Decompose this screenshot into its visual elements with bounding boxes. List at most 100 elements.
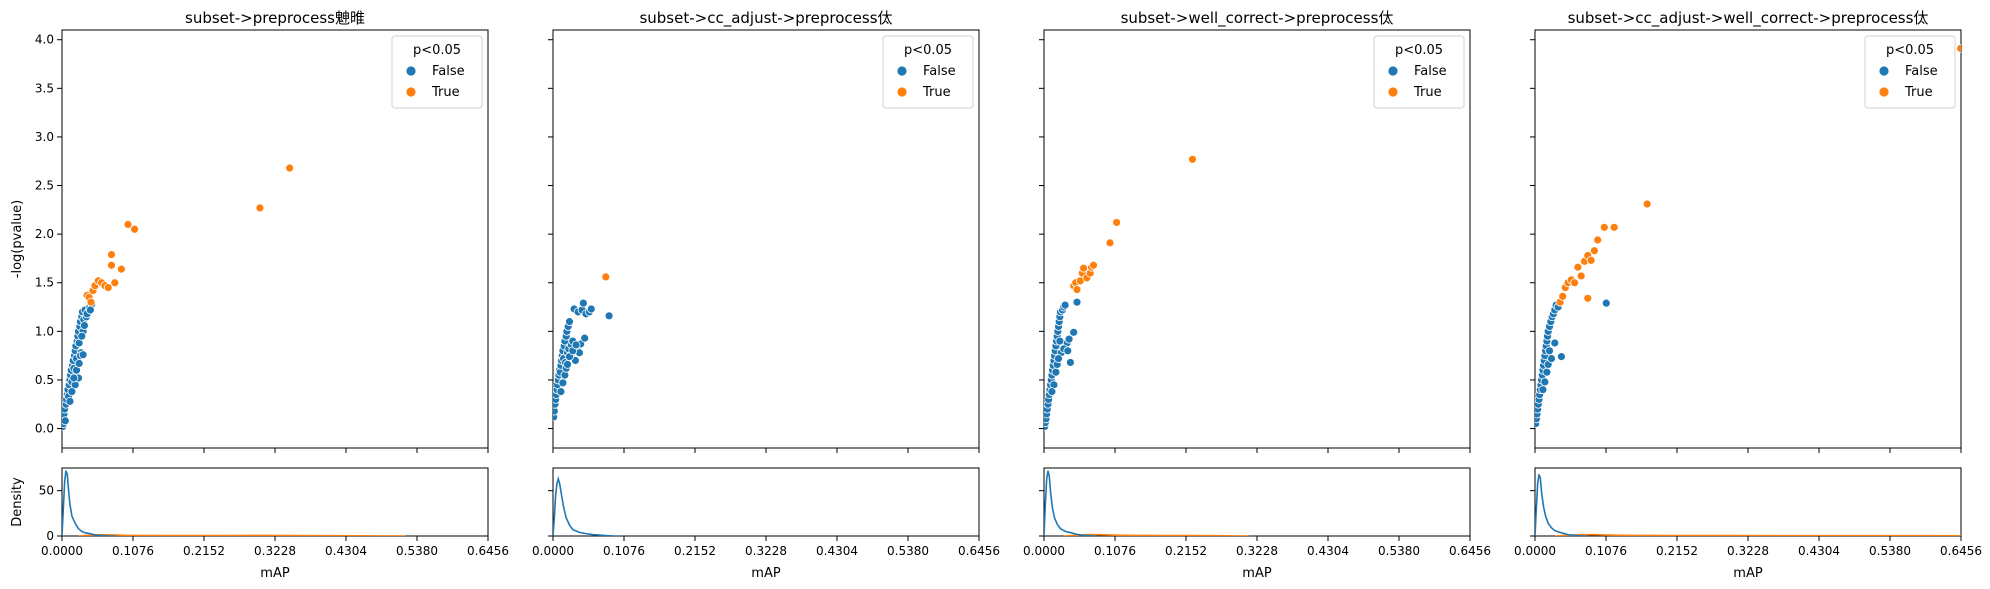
- x-tick-label: 0.6456: [467, 544, 509, 558]
- point-true: [1586, 255, 1596, 265]
- legend-label-true: True: [431, 85, 460, 100]
- x-tick-label: 0.2152: [1656, 544, 1698, 558]
- point-true: [1576, 271, 1586, 281]
- density-axes-frame: [61, 467, 489, 537]
- point-false: [1538, 385, 1548, 395]
- panel-3: subset->well_correct->preprocess㑀 0.0000 0…: [1023, 9, 1491, 581]
- point-false: [1060, 300, 1070, 310]
- point-true: [1583, 293, 1593, 303]
- y-tick-label: 2.5: [35, 179, 54, 193]
- y-axis-label: -log(pvalue): [10, 200, 25, 278]
- point-false: [563, 359, 572, 369]
- density-y-tick-label: 50: [39, 484, 54, 498]
- x-tick-label: 0.0000: [1023, 544, 1065, 558]
- density-axis-label: Density: [10, 477, 25, 527]
- point-false: [1545, 346, 1554, 356]
- y-tick-label: 1.5: [35, 276, 54, 290]
- point-false: [580, 333, 590, 343]
- point-false: [1047, 387, 1057, 397]
- point-true: [1609, 222, 1619, 232]
- x-tick-label: 0.4304: [1798, 544, 1840, 558]
- point-false: [578, 298, 588, 308]
- point-false: [1547, 354, 1556, 363]
- point-false: [78, 350, 88, 360]
- x-tick-label: 0.1076: [603, 544, 645, 558]
- y-tick-label: 4.0: [35, 33, 54, 47]
- point-false: [1556, 352, 1566, 362]
- y-tick-label: 3.5: [35, 81, 54, 95]
- x-tick-label: 0.4304: [325, 544, 367, 558]
- density-axes-frame: [1043, 467, 1471, 537]
- density-curve-false: [1535, 474, 1588, 536]
- point-false: [85, 305, 95, 315]
- point-false: [586, 304, 596, 314]
- point-false: [67, 387, 77, 397]
- legend-marker-true: [405, 86, 417, 98]
- legend-label-true: True: [922, 85, 951, 100]
- x-tick-label: 0.3228: [1236, 544, 1278, 558]
- x-tick-label: 0.6456: [1449, 544, 1491, 558]
- point-true: [601, 272, 611, 282]
- point-false: [1540, 377, 1550, 387]
- point-false: [1055, 336, 1065, 346]
- density-curve-true: [1554, 533, 1961, 536]
- x-tick-label: 0.2152: [1165, 544, 1207, 558]
- x-tick-label: 0.6456: [1940, 544, 1982, 558]
- point-true: [1105, 238, 1115, 248]
- legend-marker-false: [1878, 65, 1890, 77]
- legend-title: p<0.05: [1886, 43, 1934, 58]
- x-tick-label: 0.1076: [112, 544, 154, 558]
- point-true: [285, 163, 295, 173]
- point-false: [69, 373, 79, 383]
- legend: p<0.05 False True: [882, 35, 974, 109]
- scatter-points: [62, 163, 295, 432]
- point-true: [1570, 278, 1579, 288]
- density-curves: [1044, 470, 1249, 536]
- legend-marker-true: [896, 86, 908, 98]
- density-axes-frame: [552, 467, 980, 537]
- x-axis-label: mAP: [1242, 566, 1272, 581]
- legend-label-false: False: [923, 64, 956, 79]
- density-curves: [1535, 474, 1961, 536]
- legend-label-false: False: [1414, 64, 1447, 79]
- panel-title: subset->cc_adjust->well_correct->preproc…: [1568, 9, 1929, 28]
- scatter-points: [1535, 44, 1961, 429]
- point-false: [1550, 338, 1560, 348]
- point-true: [86, 297, 96, 307]
- legend-marker-false: [1387, 65, 1399, 77]
- x-tick-label: 0.5380: [1869, 544, 1911, 558]
- panel-2: subset->cc_adjust->preprocess㑀 0.0000 0.10…: [532, 9, 1000, 581]
- x-tick-label: 0.0000: [41, 544, 83, 558]
- panel-title: subset->cc_adjust->preprocess㑀: [639, 9, 892, 28]
- point-true: [1642, 199, 1652, 209]
- point-true: [1589, 246, 1599, 256]
- density-curve-true: [78, 533, 406, 536]
- point-false: [1051, 367, 1061, 377]
- point-true: [107, 250, 116, 259]
- x-tick-label: 0.0000: [1514, 544, 1556, 558]
- panel-title: subset->preprocess䰠㫿: [185, 9, 365, 27]
- legend-marker-true: [1387, 86, 1399, 98]
- point-true: [1573, 262, 1583, 272]
- legend-marker-false: [405, 65, 417, 77]
- point-true: [116, 264, 126, 274]
- point-false: [65, 396, 75, 406]
- x-tick-label: 0.3228: [745, 544, 787, 558]
- point-false: [1069, 327, 1079, 337]
- point-false: [1601, 298, 1611, 308]
- x-tick-label: 0.3228: [1727, 544, 1769, 558]
- density-y-tick-label: 0: [46, 529, 54, 543]
- legend-label-true: True: [1413, 85, 1442, 100]
- panel-1: subset->preprocess䰠㫿 0.0000 0.1076 0.2152 0.…: [10, 9, 509, 581]
- density-curves: [553, 476, 620, 536]
- point-true: [103, 283, 113, 293]
- point-false: [1065, 358, 1075, 367]
- point-false: [1072, 297, 1082, 307]
- point-true: [1112, 218, 1121, 227]
- legend-label-true: True: [1904, 85, 1933, 100]
- point-false: [1064, 334, 1074, 344]
- density-axes-frame: [1534, 467, 1962, 537]
- scatter-points: [1044, 154, 1197, 432]
- x-tick-label: 0.1076: [1094, 544, 1136, 558]
